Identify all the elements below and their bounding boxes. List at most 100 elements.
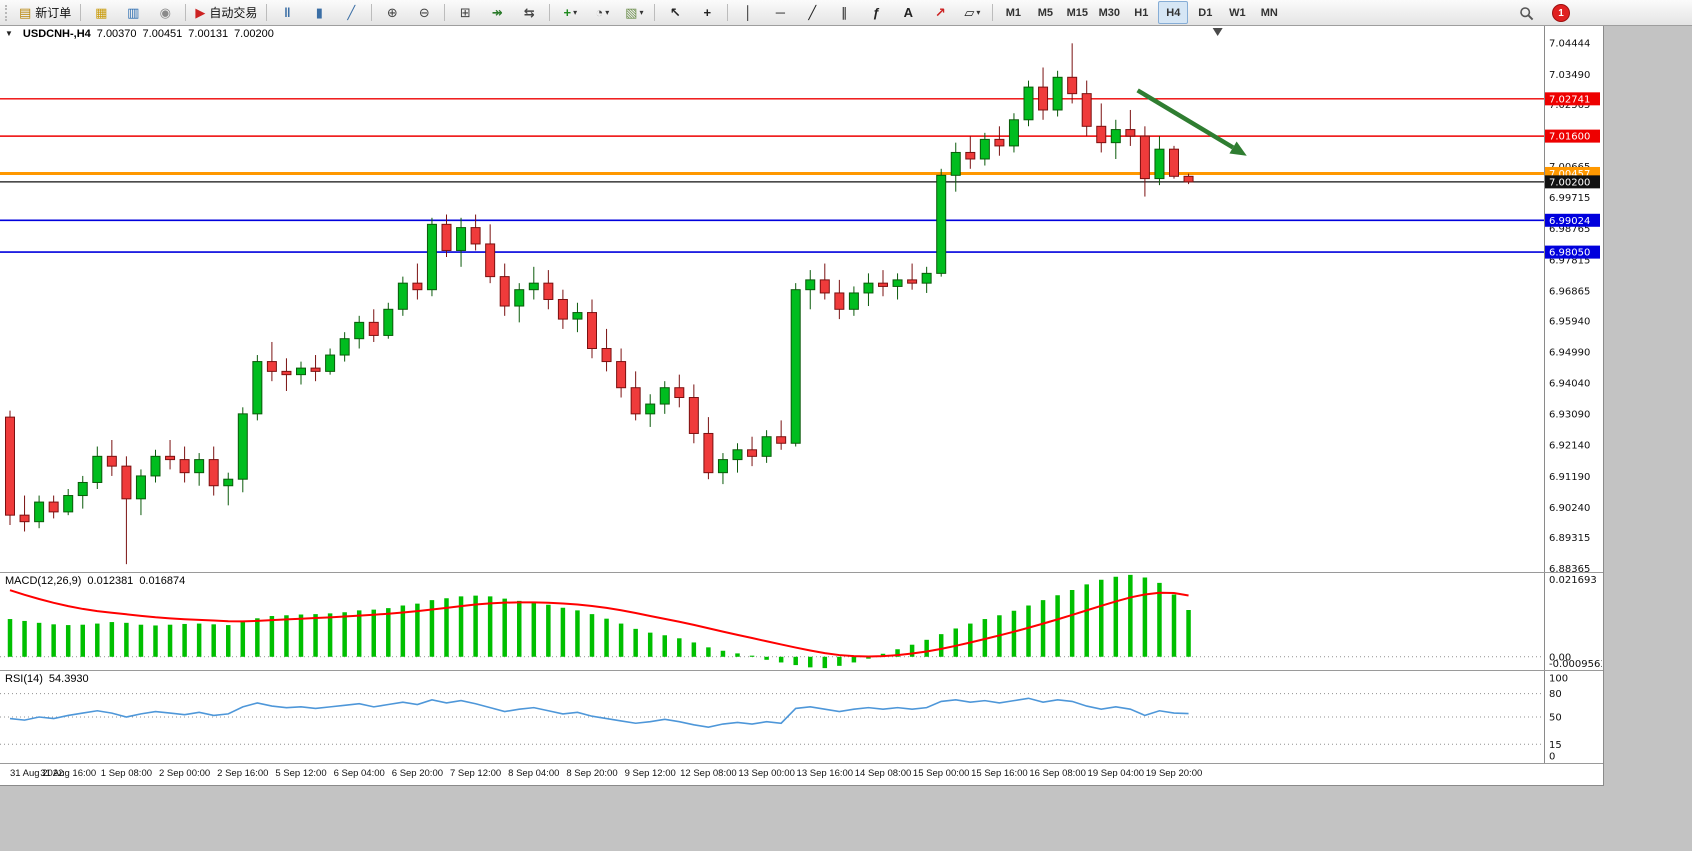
tf-d1-button[interactable]: D1 — [1190, 1, 1220, 24]
toolbar-separator — [371, 4, 373, 21]
channel-icon: ∥ — [841, 5, 848, 20]
svg-text:6.99024: 6.99024 — [1549, 216, 1590, 227]
alert-badge[interactable]: 1 — [1552, 4, 1570, 22]
macd-pane[interactable]: MACD(12,26,9) 0.012381 0.016874 0.021693 0.… — [0, 573, 1603, 671]
line-chart-icon: ╱ — [347, 5, 356, 20]
svg-text:80: 80 — [1549, 689, 1562, 700]
line-chart-button[interactable]: ╱ — [336, 1, 366, 24]
toolbar-separator — [266, 4, 268, 21]
candlestick-icon: ▮ — [315, 5, 323, 20]
clock-icon: ◔ — [595, 5, 604, 20]
tf-h1-button[interactable]: H1 — [1126, 1, 1156, 24]
zoom-out-icon: ⊖ — [418, 5, 430, 20]
svg-text:6.94990: 6.94990 — [1549, 348, 1590, 359]
svg-text:7.02565: 7.02565 — [1549, 100, 1590, 111]
arrow-tool-button[interactable]: ↗ — [925, 1, 955, 24]
time-axis-label: 2 Sep 16:00 — [217, 768, 269, 779]
auto-trading-button[interactable]: ▶ 自动交易 — [191, 1, 261, 24]
svg-text:7.00200: 7.00200 — [1549, 177, 1590, 188]
new-order-button[interactable]: ▤ 新订单 — [15, 1, 75, 24]
svg-text:6.95940: 6.95940 — [1549, 317, 1590, 328]
toolbar-separator — [992, 4, 994, 21]
price-tag — [1545, 92, 1600, 106]
time-axis-label: 1 Sep 08:00 — [100, 768, 153, 779]
indicators-icon: + — [563, 5, 572, 20]
price-pane[interactable]: USDCNH-,H4 7.00370 7.00451 7.00131 7.00200 7… — [0, 26, 1603, 573]
macd-label: MACD(12,26,9) — [5, 575, 82, 587]
svg-text:6.94040: 6.94040 — [1549, 379, 1590, 390]
time-axis-label: 6 Sep 20:00 — [391, 768, 444, 779]
horizontal-line-button[interactable]: ─ — [765, 1, 795, 24]
auto-scroll-button[interactable]: ↠ — [482, 1, 512, 24]
rsi-pane[interactable]: RSI(14) 54.3930 100 80 50 15 0 — [0, 671, 1603, 764]
main-chart-canvas[interactable]: 7.044447.034907.025657.016157.006656.997… — [0, 26, 1602, 572]
tf-w1-button[interactable]: W1 — [1222, 1, 1252, 24]
zoom-out-button[interactable]: ⊖ — [409, 1, 439, 24]
macd-header: MACD(12,26,9) 0.012381 0.016874 — [5, 575, 191, 587]
time-axis-label: 9 Sep 12:00 — [624, 768, 676, 779]
time-axis-label: 15 Sep 16:00 — [971, 768, 1028, 779]
ohlc-menu-icon[interactable] — [5, 28, 17, 40]
bar-chart-button[interactable]: ‖ — [272, 1, 302, 24]
navigator-icon: ◉ — [159, 5, 171, 20]
indicators-button[interactable]: + ▾ — [555, 1, 585, 24]
svg-text:6.93090: 6.93090 — [1549, 410, 1590, 421]
vertical-line-button[interactable]: │ — [733, 1, 763, 24]
macd-canvas[interactable]: 0.021693 0.00-0.0009563 — [0, 573, 1602, 670]
cursor-button[interactable]: ↖ — [660, 1, 690, 24]
time-axis-label: 16 Sep 08:00 — [1029, 768, 1086, 779]
tile-windows-button[interactable]: ⊞ — [450, 1, 480, 24]
fibonacci-icon: ƒ — [872, 5, 880, 20]
bar-chart-icon: ‖ — [284, 5, 291, 20]
tf-m1-button[interactable]: M1 — [998, 1, 1028, 24]
zoom-in-button[interactable]: ⊕ — [377, 1, 407, 24]
svg-text:50: 50 — [1549, 713, 1562, 724]
tf-h4-label: H4 — [1166, 6, 1181, 19]
auto-trading-label: 自动交易 — [209, 6, 258, 20]
crosshair-icon: + — [703, 5, 712, 20]
svg-text:7.02741: 7.02741 — [1549, 94, 1590, 105]
shapes-button[interactable]: ▱ ▾ — [957, 1, 987, 24]
toolbar-grip[interactable] — [5, 4, 10, 21]
macd-signal-value: 0.016874 — [139, 575, 186, 587]
arrow-tool-icon: ↗ — [934, 5, 946, 20]
svg-text:7.01600: 7.01600 — [1549, 132, 1590, 143]
text-tool-button[interactable]: A — [893, 1, 923, 24]
tf-m15-button[interactable]: M15 — [1062, 1, 1092, 24]
rsi-canvas[interactable]: 100 80 50 150 — [0, 671, 1602, 763]
tf-mn-button[interactable]: MN — [1254, 1, 1284, 24]
chart-window: USDCNH-,H4 7.00370 7.00451 7.00131 7.00200 7… — [0, 26, 1604, 786]
tf-h4-button[interactable]: H4 — [1158, 1, 1189, 24]
toolbar-separator — [80, 4, 82, 21]
tf-m30-button[interactable]: M30 — [1094, 1, 1124, 24]
market-watch-button[interactable]: ▦ — [86, 1, 116, 24]
svg-text:6.89315: 6.89315 — [1549, 533, 1590, 544]
price-tag — [1545, 175, 1600, 189]
crosshair-button[interactable]: + — [692, 1, 722, 24]
time-axis[interactable]: 31 Aug 2022 31 Aug 16:00 1 Sep 08:00 2 Sep … — [0, 764, 1603, 785]
tf-m5-button[interactable]: M5 — [1030, 1, 1060, 24]
toolbar-right: 1 — [1510, 2, 1570, 24]
navigator-button[interactable]: ◉ — [150, 1, 180, 24]
trendline-icon: ╱ — [808, 5, 817, 20]
time-axis-label: 19 Sep 04:00 — [1087, 768, 1145, 779]
trendline-button[interactable]: ╱ — [797, 1, 827, 24]
search-button[interactable] — [1511, 2, 1541, 25]
time-axis-label: 31 Aug 16:00 — [40, 768, 97, 779]
candlestick-chart-button[interactable]: ▮ — [304, 1, 334, 24]
toolbar-buttons: ▤ 新订单 ▦ ▥ ◉ ▶ 自动交易 ‖ ▮ ╱ ⊕ ⊖ ⊞ ↠ ⇆ + ▾ ◔ ▾ ▧ ▾ ↖ + │ ─ ╱ ∥ ƒ A ↗ ▱ ▾ M1 M… — [14, 0, 1285, 25]
chart-high-value: 7.00451 — [142, 28, 183, 40]
tile-windows-icon: ⊞ — [459, 5, 471, 20]
toolbar-separator — [654, 4, 656, 21]
tf-d1-label: D1 — [1198, 6, 1213, 19]
chart-shift-button[interactable]: ⇆ — [514, 1, 544, 24]
svg-text:6.99715: 6.99715 — [1549, 193, 1590, 204]
templates-button[interactable]: ▧ ▾ — [619, 1, 649, 24]
equidistant-channel-button[interactable]: ∥ — [829, 1, 859, 24]
data-window-button[interactable]: ▥ — [118, 1, 148, 24]
tf-w1-label: W1 — [1229, 6, 1246, 19]
cursor-icon: ↖ — [669, 5, 681, 20]
periods-button[interactable]: ◔ ▾ — [587, 1, 617, 24]
macd-main-value: 0.012381 — [87, 575, 134, 587]
fibonacci-button[interactable]: ƒ — [861, 1, 891, 24]
